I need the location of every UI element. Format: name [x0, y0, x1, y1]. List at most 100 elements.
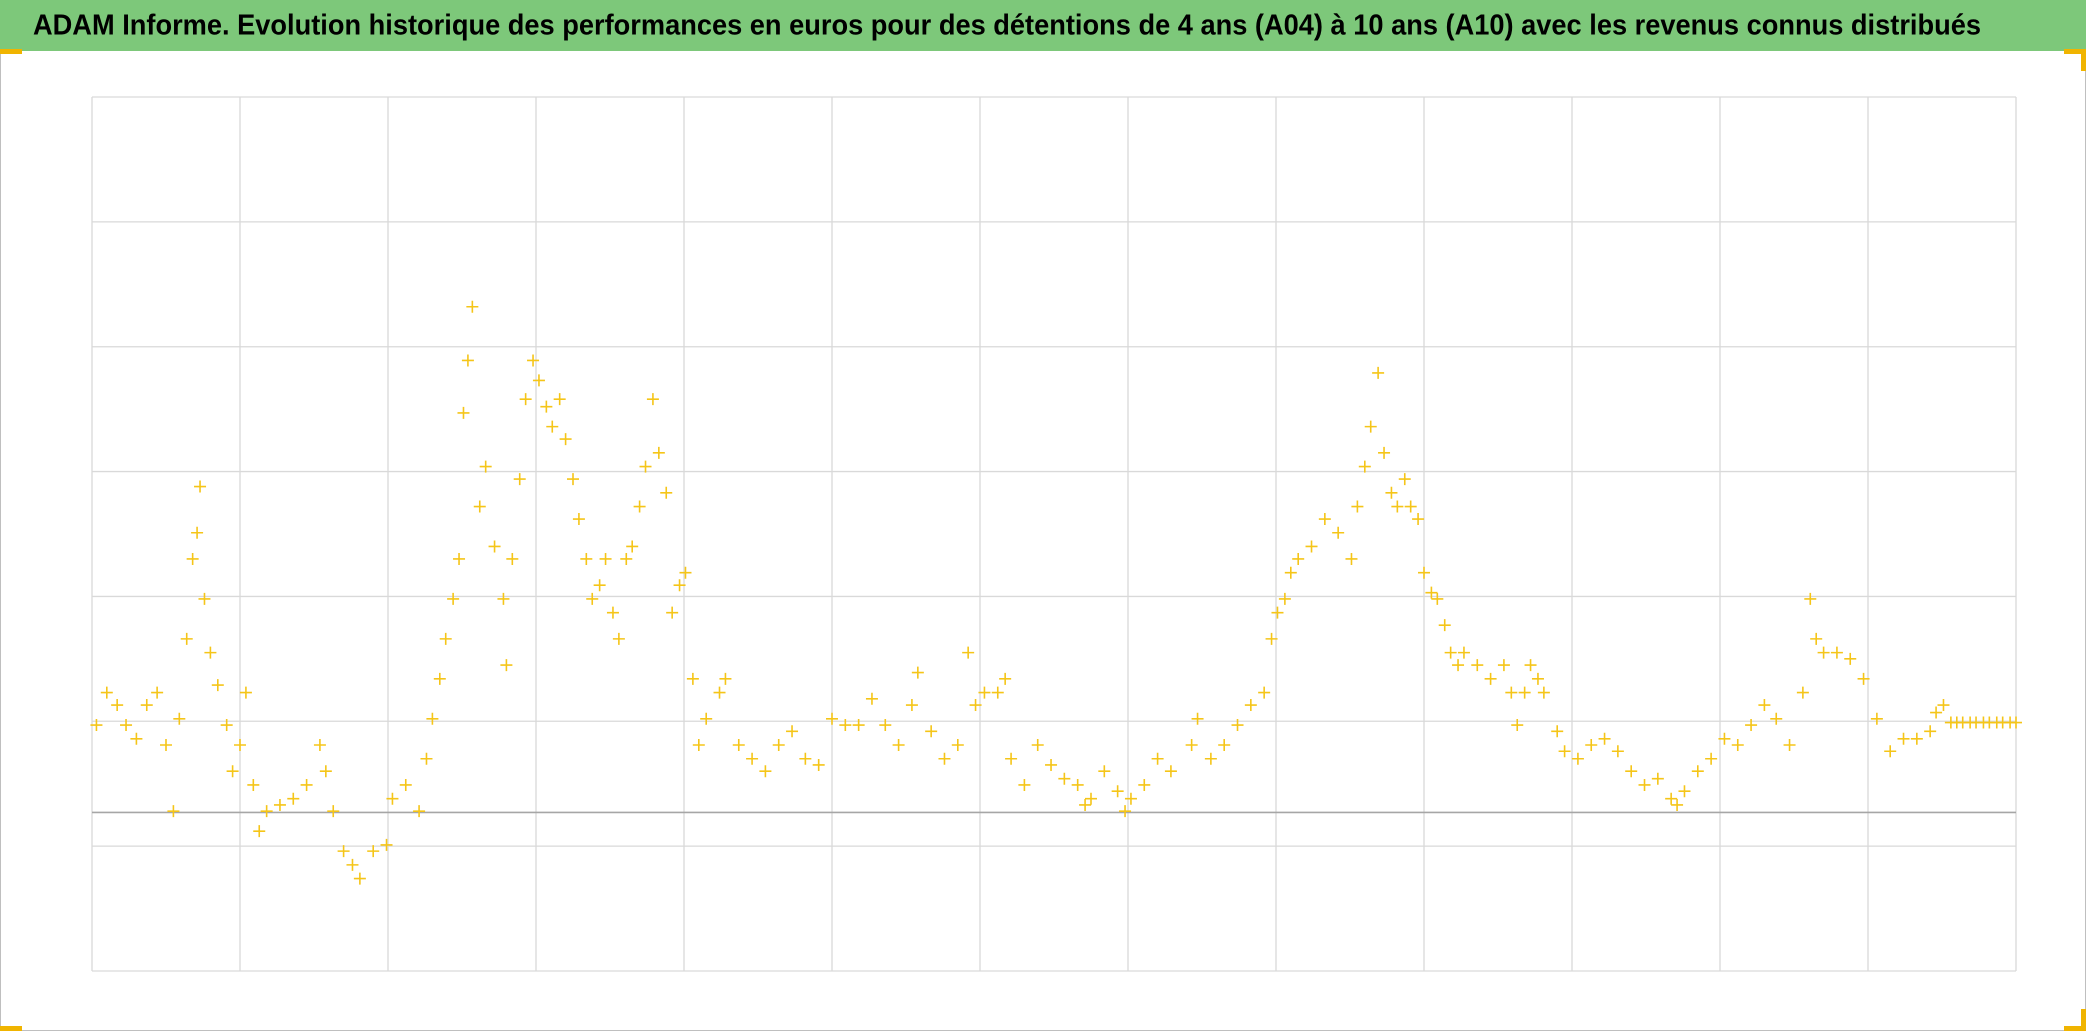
point: [1305, 540, 1318, 553]
point: [1218, 739, 1231, 752]
point: [198, 592, 211, 605]
point: [1098, 765, 1111, 778]
point: [1897, 732, 1910, 745]
point: [247, 778, 260, 791]
point: [1351, 500, 1364, 513]
point: [1870, 712, 1883, 725]
point: [273, 798, 286, 811]
point: [1937, 699, 1950, 712]
point: [1031, 739, 1044, 752]
point: [586, 592, 599, 605]
point: [439, 632, 452, 645]
point: [553, 393, 566, 406]
point: [700, 712, 713, 725]
point: [1085, 792, 1097, 805]
point: [519, 393, 532, 406]
point: [1511, 719, 1524, 732]
point: [111, 699, 124, 712]
point: [1425, 586, 1438, 599]
point: [938, 752, 951, 765]
point: [962, 646, 975, 659]
point: [1418, 566, 1430, 579]
point: [447, 592, 460, 605]
point: [1611, 745, 1624, 758]
point: [1471, 659, 1484, 672]
point: [1058, 772, 1071, 785]
point: [686, 672, 699, 685]
point: [337, 845, 350, 858]
point: [1404, 500, 1417, 513]
point: [620, 552, 633, 565]
point: [1438, 619, 1451, 632]
point: [239, 686, 252, 699]
point: [1018, 778, 1031, 791]
point: [1857, 672, 1870, 685]
point: [90, 719, 103, 732]
point: [386, 792, 399, 805]
point: [1731, 739, 1744, 752]
point: [606, 606, 619, 619]
point: [1119, 805, 1132, 818]
point: [879, 719, 892, 732]
point: [488, 540, 501, 553]
point: [1783, 739, 1796, 752]
point: [1364, 420, 1377, 433]
point: [100, 686, 113, 699]
point: [1265, 632, 1278, 645]
point: [1244, 699, 1257, 712]
point: [180, 632, 193, 645]
point: [1770, 712, 1783, 725]
point: [1531, 672, 1544, 685]
point: [546, 420, 559, 433]
point: [1558, 745, 1571, 758]
point: [327, 805, 340, 818]
point: [679, 566, 692, 579]
point: [204, 646, 217, 659]
point: [633, 500, 646, 513]
point: [660, 486, 673, 499]
point: [513, 473, 526, 486]
point: [226, 765, 239, 778]
point: [540, 400, 553, 413]
point: [1930, 706, 1943, 719]
point: [1111, 785, 1124, 798]
point: [1691, 765, 1704, 778]
title-bar: [0, 0, 2086, 51]
point: [466, 300, 479, 313]
point: [673, 579, 686, 592]
point: [1258, 686, 1271, 699]
point: [1391, 500, 1404, 513]
point: [1844, 652, 1857, 665]
point: [1817, 646, 1830, 659]
point: [1537, 686, 1550, 699]
point: [186, 552, 199, 565]
point: [380, 838, 393, 851]
point: [461, 354, 474, 367]
point: [852, 719, 865, 732]
point: [786, 725, 799, 738]
point: [1518, 686, 1531, 699]
point: [1164, 765, 1177, 778]
point: [1671, 798, 1684, 811]
point: [433, 672, 446, 685]
point: [253, 825, 266, 838]
point: [220, 719, 233, 732]
point: [1151, 752, 1164, 765]
corner-marks: [0, 49, 2086, 1031]
point: [191, 526, 204, 539]
point: [1665, 792, 1678, 805]
point: [719, 672, 732, 685]
point: [1412, 513, 1425, 526]
point: [1830, 646, 1843, 659]
point: [1124, 792, 1137, 805]
point: [593, 579, 606, 592]
point: [473, 500, 486, 513]
point: [812, 758, 825, 771]
point: [413, 805, 426, 818]
point: [1045, 758, 1058, 771]
point: [1138, 778, 1151, 791]
point: [839, 719, 852, 732]
point: [130, 732, 143, 745]
point: [167, 805, 180, 818]
